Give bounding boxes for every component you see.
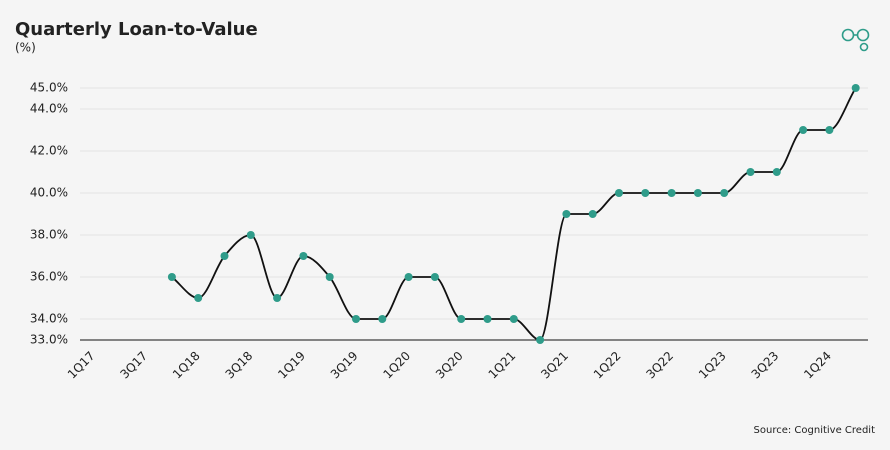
y-tick-label: 42.0% [30,144,68,158]
y-tick-label: 40.0% [30,186,68,200]
point [220,252,229,260]
y-tick-label: 34.0% [30,312,68,326]
point [720,189,729,197]
chart-subtitle: (%) [15,41,36,55]
point [772,168,781,176]
point [588,210,597,218]
point [325,273,334,281]
point [246,231,255,239]
point [851,84,860,92]
point [693,189,702,197]
point [430,273,439,281]
source: Source: Cognitive Credit [754,425,876,436]
point [799,126,808,134]
y-tick-label: 38.0% [30,228,68,242]
point [509,315,518,323]
point [352,315,360,323]
point [194,294,203,302]
y-tick-label: 36.0% [30,270,68,284]
point [562,210,571,218]
point [378,315,387,323]
point [615,189,623,197]
point [746,168,755,176]
point [536,336,545,344]
point [641,189,650,197]
chart-title: Quarterly Loan-to-Value [15,19,258,40]
point [167,273,176,281]
point [825,126,834,134]
point [483,315,492,323]
point [404,273,413,281]
point [299,252,308,260]
point [667,189,676,197]
point [273,294,282,302]
y-tick-label: 45.0% [30,81,68,95]
y-tick-label: 33.0% [30,333,68,347]
point [457,315,466,323]
y-tick-label: 44.0% [30,102,68,116]
logo [841,28,870,52]
